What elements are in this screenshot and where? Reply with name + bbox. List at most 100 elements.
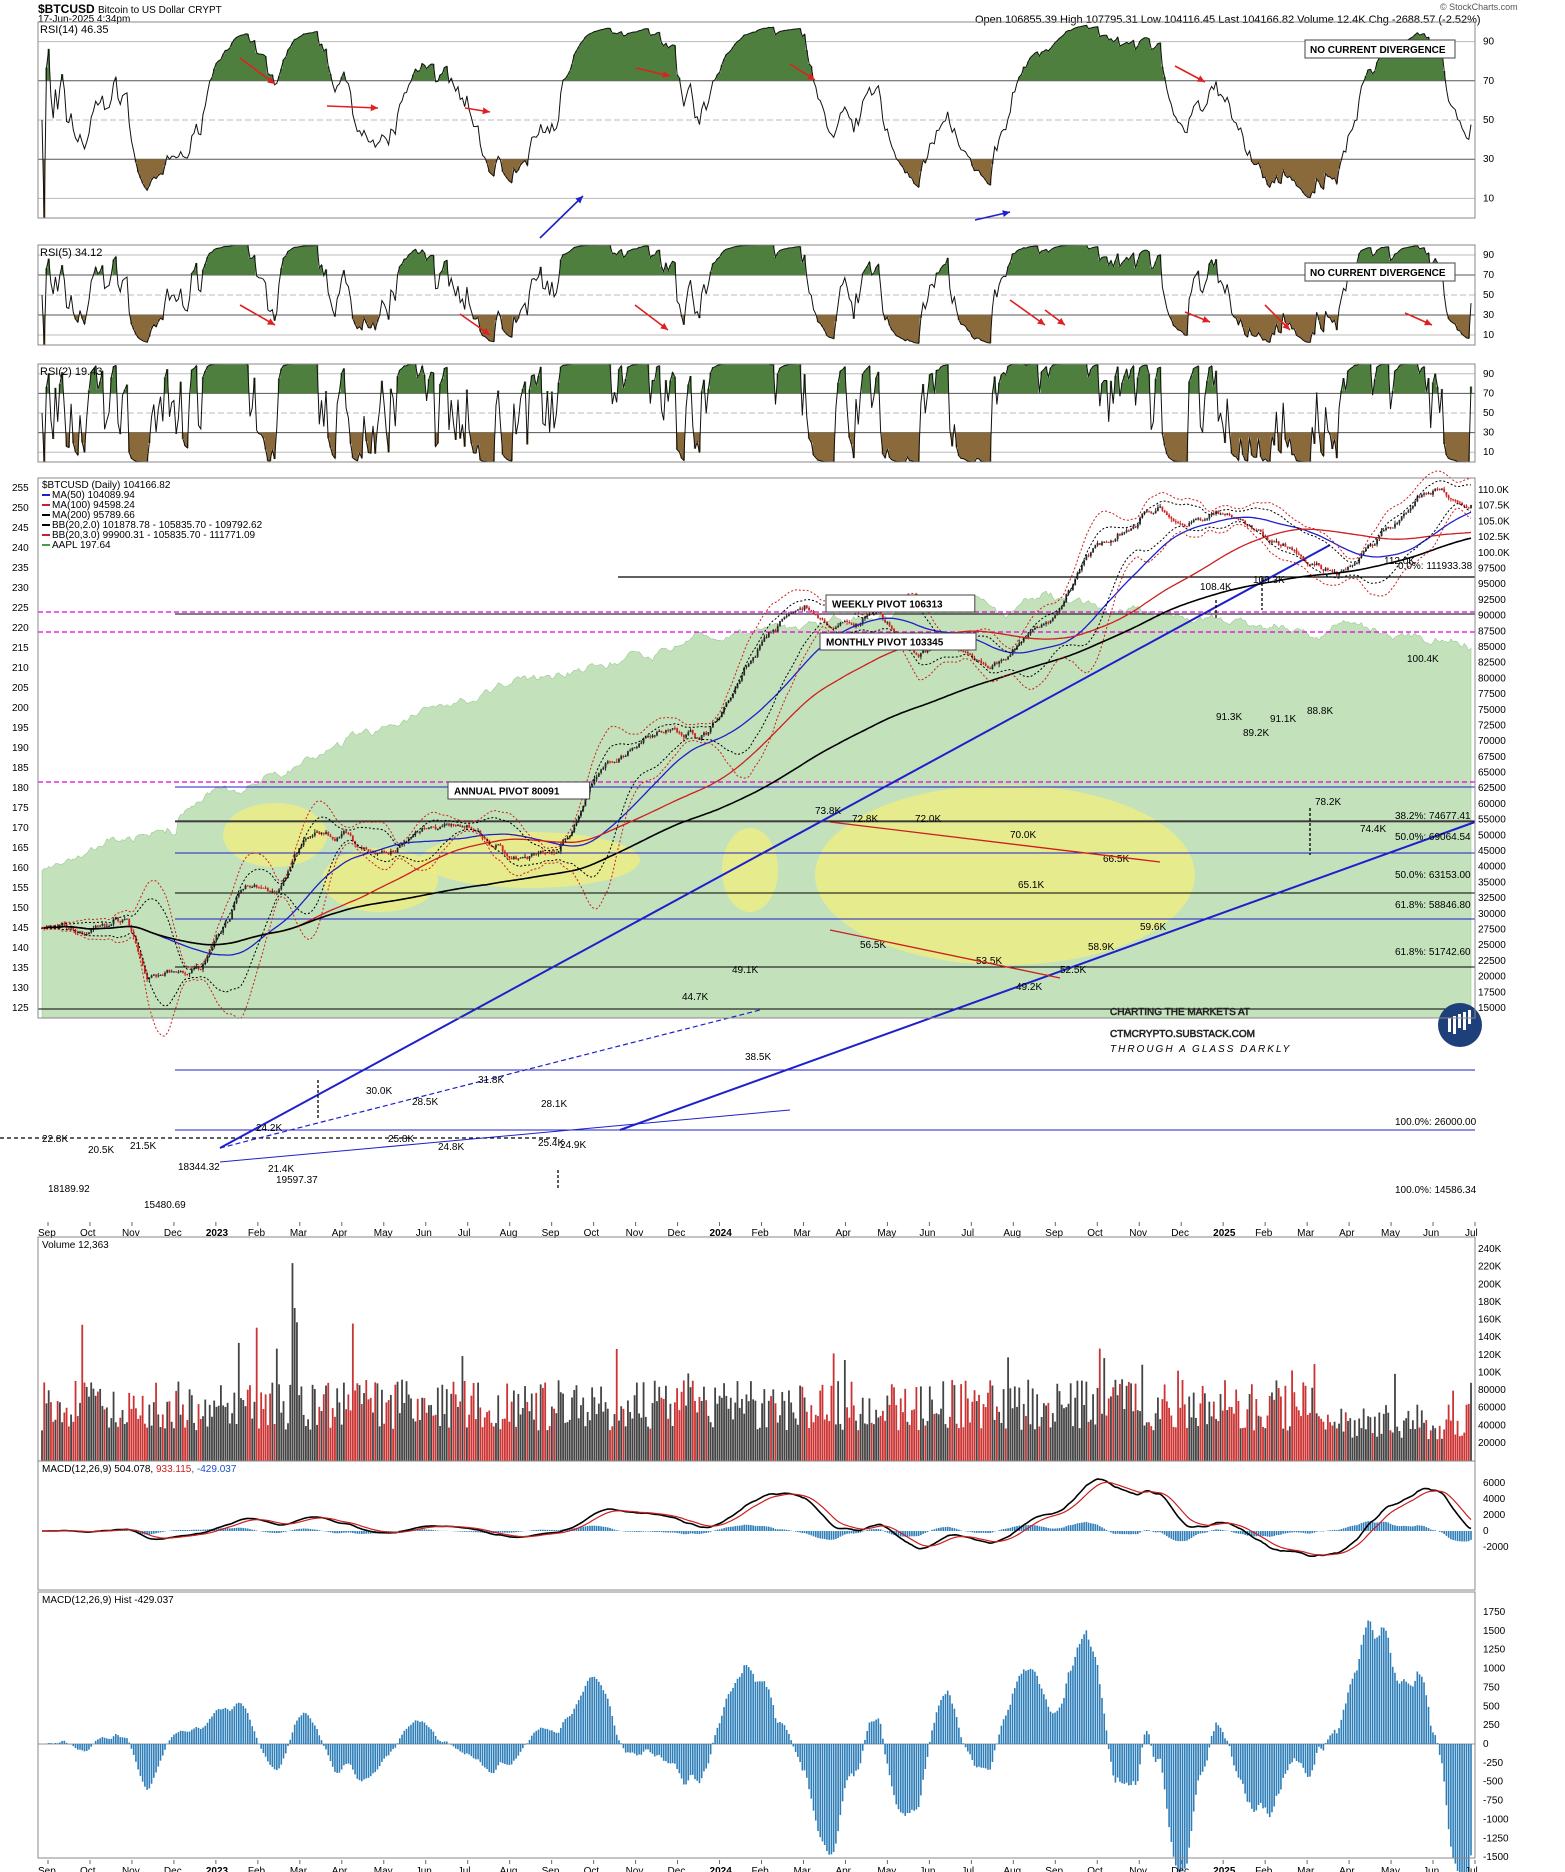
volume-bar: [1009, 1388, 1012, 1461]
right-scale-label: 55000: [1478, 815, 1506, 826]
price-candle: [1351, 565, 1354, 567]
rsi-oversold-fill: [43, 159, 1343, 218]
volume-bar: [1398, 1431, 1401, 1461]
fib-label: 100.0%: 26000.00: [1395, 1117, 1477, 1128]
left-scale-label: 225: [12, 603, 29, 614]
price-candle: [635, 746, 638, 748]
volume-bar: [855, 1420, 857, 1461]
price-candle: [130, 925, 133, 932]
volume-bar: [620, 1406, 623, 1461]
price-annotation: 49.1K: [732, 965, 758, 976]
price-x-label: Apr: [1339, 1228, 1355, 1239]
price-candle: [376, 853, 379, 855]
price-candle: [374, 851, 377, 855]
left-scale-label: 205: [12, 683, 29, 694]
price-candle: [275, 892, 278, 894]
price-candle: [1463, 504, 1466, 507]
macd-scale-label: 4000: [1483, 1494, 1506, 1505]
price-x-label: Mar: [1297, 1228, 1315, 1239]
volume-bar: [687, 1373, 690, 1461]
rsi-line: [41, 24, 1472, 219]
hist-x-label: Oct: [584, 1866, 600, 1872]
price-candle: [631, 747, 634, 751]
volume-bar: [1002, 1389, 1005, 1461]
price-candle: [1188, 523, 1191, 527]
volume-bar: [953, 1385, 956, 1461]
volume-bar: [43, 1382, 46, 1461]
price-candle: [159, 974, 162, 976]
price-candle: [747, 663, 750, 667]
price-candle: [90, 929, 93, 933]
volume-bar: [376, 1383, 379, 1461]
volume-bar: [765, 1427, 768, 1461]
volume-bar: [374, 1382, 377, 1461]
price-candle: [497, 844, 500, 846]
price-candle: [260, 887, 263, 889]
price-candle: [890, 625, 893, 629]
volume-bar: [884, 1420, 886, 1461]
right-scale-label: 67500: [1478, 752, 1506, 763]
volume-bar: [220, 1385, 222, 1461]
price-candle: [309, 836, 312, 838]
volume-bar: [483, 1417, 486, 1461]
volume-bar: [1159, 1419, 1162, 1461]
price-x-label: Apr: [835, 1228, 851, 1239]
price-candle: [436, 828, 439, 830]
volume-bar: [575, 1385, 578, 1461]
price-candle: [1009, 655, 1012, 657]
volume-bar: [1190, 1417, 1193, 1461]
price-candle: [633, 747, 636, 749]
volume-bar: [745, 1394, 748, 1461]
volume-bar: [479, 1407, 482, 1461]
volume-bar: [978, 1394, 980, 1461]
price-candle: [1284, 543, 1287, 547]
volume-bar: [899, 1398, 902, 1461]
price-candle: [155, 974, 157, 977]
volume-bar: [90, 1382, 93, 1461]
rsi14-divergence-arrow-head: [267, 76, 275, 84]
price-candle: [1172, 518, 1175, 522]
price-candle: [1219, 513, 1222, 515]
price-candle: [1458, 502, 1461, 504]
price-candle: [1042, 623, 1045, 625]
volume-bar: [155, 1382, 157, 1461]
price-candle: [445, 823, 448, 825]
price-candle: [1329, 570, 1332, 572]
ma200-line: [41, 537, 1472, 946]
price-candle: [924, 650, 927, 653]
price-candle: [1058, 609, 1061, 613]
ma50-line: [41, 511, 1472, 956]
volume-bar: [633, 1395, 636, 1461]
volume-bar: [774, 1403, 777, 1461]
price-candle: [792, 612, 795, 614]
volume-bar: [682, 1380, 685, 1461]
price-candle: [1300, 554, 1302, 557]
price-annotation: 18344.32: [178, 1162, 220, 1173]
volume-bar: [1045, 1405, 1048, 1461]
rsi5-divergence-arrow-head: [660, 322, 668, 330]
price-candle: [1423, 493, 1425, 495]
price-candle: [808, 607, 810, 611]
volume-bar: [1461, 1435, 1463, 1461]
volume-bar: [463, 1380, 466, 1461]
price-candle: [1322, 569, 1325, 571]
fib-label: 61.8%: 58846.80: [1395, 900, 1471, 911]
price-candle: [676, 728, 679, 733]
volume-bar: [97, 1391, 99, 1461]
volume-bar: [1302, 1382, 1305, 1461]
volume-bar: [826, 1414, 828, 1461]
volume-bar: [924, 1425, 927, 1461]
volume-bar: [385, 1402, 388, 1461]
volume-bar: [1253, 1430, 1255, 1461]
volume-bar: [875, 1409, 878, 1461]
price-candle: [848, 622, 851, 624]
price-candle: [1449, 498, 1452, 500]
volume-bar: [1206, 1424, 1209, 1461]
volume-bar: [291, 1263, 294, 1461]
price-candle: [1259, 529, 1262, 532]
price-candle: [839, 622, 842, 626]
price-candle: [499, 844, 502, 846]
price-candle: [600, 769, 602, 773]
macd-hist-scale-label: 250: [1483, 1720, 1500, 1731]
volume-bar: [1224, 1380, 1226, 1461]
